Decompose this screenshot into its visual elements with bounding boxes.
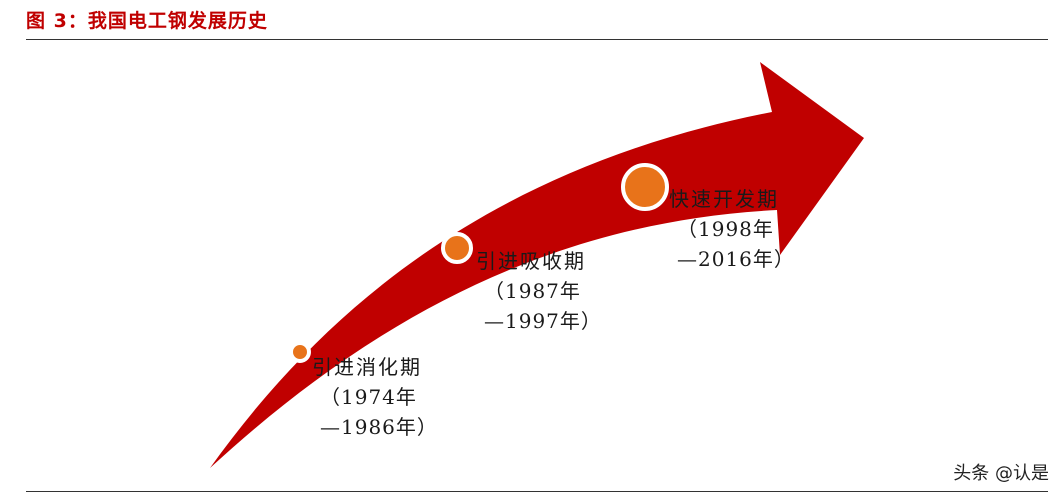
stage-1-start: （1974年 <box>320 385 417 409</box>
growth-arrow <box>210 62 864 468</box>
stage-1-name: 引进消化期 <box>312 355 422 379</box>
stage-3-marker <box>621 163 669 211</box>
bottom-rule <box>26 491 1048 492</box>
figure-title: 图 3：我国电工钢发展历史 <box>26 10 268 32</box>
stage-2-start: （1987年 <box>484 279 581 303</box>
stage-2-end: —1997年） <box>484 309 602 333</box>
source-watermark: 头条 @认是 <box>953 463 1049 484</box>
stage-2-label: 引进吸收期 （1987年 —1997年） <box>476 246 602 336</box>
stage-1-marker <box>289 341 311 363</box>
stage-2-name: 引进吸收期 <box>476 249 586 273</box>
stage-1-end: —1986年） <box>320 415 438 439</box>
top-rule <box>26 39 1048 40</box>
stage-3-label: 快速开发期 （1998年 —2016年） <box>669 184 795 274</box>
stage-2-marker <box>441 232 473 264</box>
stage-3-end: —2016年） <box>677 247 795 271</box>
stage-1-label: 引进消化期 （1974年 —1986年） <box>312 352 438 442</box>
stage-3-start: （1998年 <box>677 217 774 241</box>
stage-3-name: 快速开发期 <box>669 187 779 211</box>
